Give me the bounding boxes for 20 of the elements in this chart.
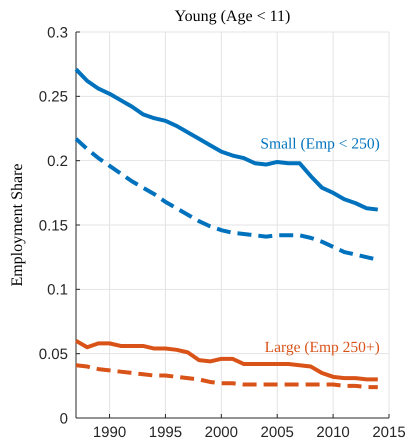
x-tick-label: 2005 — [260, 424, 294, 441]
line-series — [74, 338, 380, 382]
y-axis-title: Employment Share — [9, 163, 26, 287]
series-label: Small (Emp < 250) — [260, 136, 380, 153]
x-tick-label: 1990 — [92, 424, 126, 441]
line-series — [74, 363, 380, 390]
series-label: Large (Emp 250+) — [264, 338, 380, 356]
y-tick-label: 0.1 — [47, 282, 68, 299]
y-tick-label: 0.2 — [47, 152, 68, 170]
y-tick-label: 0.15 — [38, 217, 68, 234]
x-tick-label: 2015 — [372, 424, 406, 441]
x-tick-label: 1995 — [148, 424, 182, 441]
line-series — [74, 67, 380, 212]
chart-title: Young (Age < 11) — [174, 8, 290, 25]
y-tick-label: 0.25 — [38, 88, 68, 106]
x-tick-label: 2000 — [204, 424, 238, 441]
y-tick-label: 0 — [60, 410, 68, 428]
x-tick-label: 2010 — [316, 424, 350, 441]
y-tick-label: 0.05 — [38, 346, 68, 363]
y-tick-label: 0.3 — [47, 24, 68, 42]
